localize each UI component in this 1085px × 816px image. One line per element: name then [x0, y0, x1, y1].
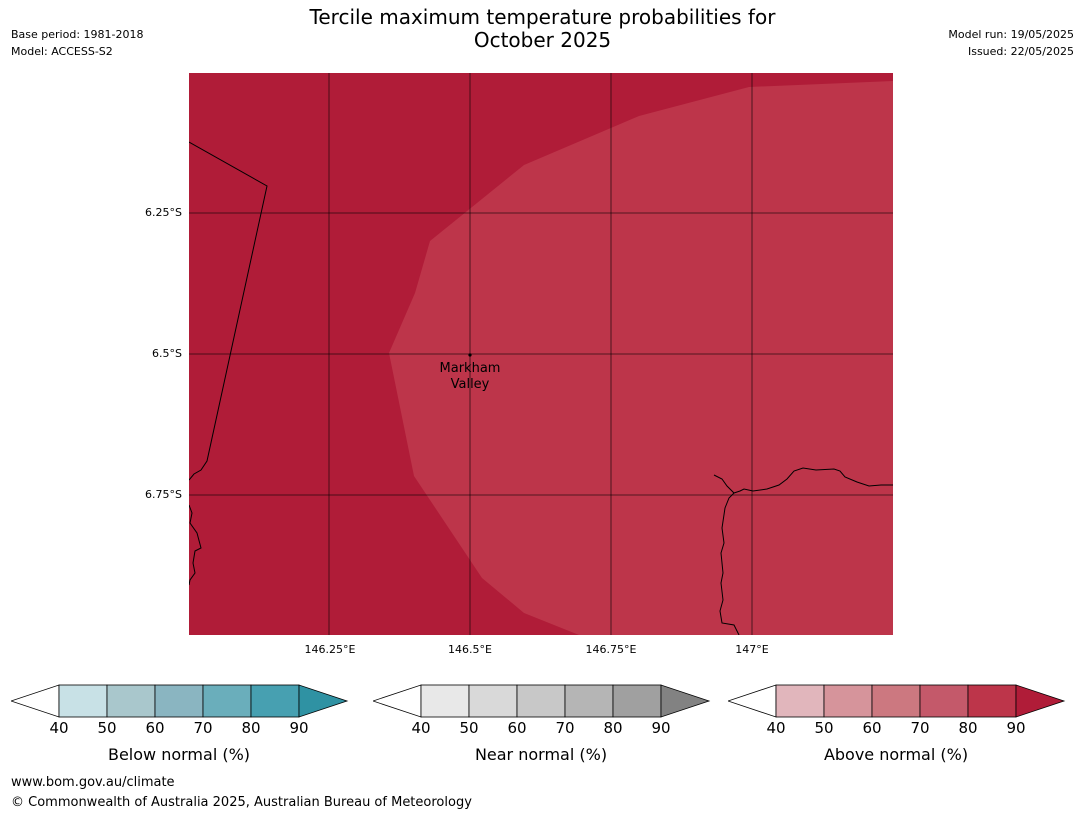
- lon-label-147: 147°E: [735, 643, 769, 656]
- lon-label-1465: 146.5°E: [448, 643, 492, 656]
- meta-right: Model run: 19/05/2025 Issued: 22/05/2025: [948, 26, 1074, 60]
- lon-label-14625: 146.25°E: [304, 643, 356, 656]
- colorbar-tick-label: 90: [1006, 719, 1026, 737]
- lat-label-625: 6.25°S: [145, 206, 182, 219]
- colorbar-segment: [967, 684, 1017, 718]
- issued-date: Issued: 22/05/2025: [967, 45, 1074, 58]
- colorbar-segment: [919, 684, 969, 718]
- colorbar-segment: [154, 684, 204, 718]
- colorbar-tick-label: 70: [193, 719, 213, 737]
- map-title: Tercile maximum temperature probabilitie…: [0, 6, 1085, 52]
- colorbar-segment: [516, 684, 566, 718]
- colorbar-segment: [612, 684, 662, 718]
- colorbar-tick-label: 40: [766, 719, 786, 737]
- colorbar-segment: [468, 684, 518, 718]
- model-name: Model: ACCESS-S2: [11, 45, 113, 58]
- colorbar-tick-label: 60: [507, 719, 527, 737]
- colorbar-tick-label: 80: [241, 719, 261, 737]
- colorbar-title: Above normal (%): [823, 745, 969, 764]
- place-marker[interactable]: [468, 353, 472, 357]
- colorbar-tick-label: 50: [814, 719, 834, 737]
- lat-label-675: 6.75°S: [145, 488, 182, 501]
- colorbar-tick-label: 90: [289, 719, 309, 737]
- colorbar-min-extension: [728, 684, 777, 718]
- footer-copyright: © Commonwealth of Australia 2025, Austra…: [11, 795, 472, 810]
- title-line-1: Tercile maximum temperature probabilitie…: [309, 5, 776, 29]
- colorbar-segment: [202, 684, 252, 718]
- map-canvas: Markham Valley: [189, 73, 893, 635]
- colorbar-segment: [871, 684, 921, 718]
- colorbar-tick-label: 80: [958, 719, 978, 737]
- lat-label-650: 6.5°S: [152, 347, 182, 360]
- base-period: Base period: 1981-2018: [11, 28, 144, 41]
- colorbar-title: Near normal (%): [474, 745, 608, 764]
- colorbar-segment: [823, 684, 873, 718]
- colorbar-tick-label: 40: [411, 719, 431, 737]
- title-line-2: October 2025: [473, 28, 612, 52]
- meta-left: Base period: 1981-2018 Model: ACCESS-S2: [11, 26, 143, 60]
- colorbar-segment: [106, 684, 156, 718]
- colorbar-max-extension: [298, 684, 349, 718]
- colorbar-tick-label: 50: [459, 719, 479, 737]
- colorbar-title: Below normal (%): [107, 745, 251, 764]
- coastline-southwest: [189, 504, 202, 586]
- colorbar-2: [728, 684, 1066, 718]
- colorbar-max-extension: [1015, 684, 1066, 718]
- colorbar-segment: [58, 684, 108, 718]
- lon-label-14675: 146.75°E: [585, 643, 637, 656]
- colorbar-0: [11, 684, 349, 718]
- colorbar-tick-label: 60: [862, 719, 882, 737]
- model-run: Model run: 19/05/2025: [948, 28, 1074, 41]
- colorbar-segment: [564, 684, 614, 718]
- probability-region-medium: [389, 81, 893, 635]
- colorbar-tick-label: 80: [603, 719, 623, 737]
- colorbar-tick-label: 50: [97, 719, 117, 737]
- colorbar-max-extension: [660, 684, 711, 718]
- colorbar-1: [373, 684, 711, 718]
- colorbar-segment: [250, 684, 300, 718]
- colorbar-segment: [420, 684, 470, 718]
- colorbar-min-extension: [11, 684, 60, 718]
- place-label-line-1: Markham: [440, 361, 501, 376]
- place-label-line-2: Valley: [451, 377, 490, 392]
- colorbar-tick-label: 70: [555, 719, 575, 737]
- map-panel[interactable]: Markham Valley: [189, 73, 893, 635]
- colorbar-min-extension: [373, 684, 422, 718]
- colorbar-tick-label: 70: [910, 719, 930, 737]
- coastline-southeast: [713, 467, 893, 635]
- footer-url[interactable]: www.bom.gov.au/climate: [11, 775, 175, 790]
- coastline-west: [189, 141, 268, 481]
- colorbar-tick-label: 90: [651, 719, 671, 737]
- colorbar-tick-label: 60: [145, 719, 165, 737]
- colorbar-tick-label: 40: [49, 719, 69, 737]
- colorbar-segment: [775, 684, 825, 718]
